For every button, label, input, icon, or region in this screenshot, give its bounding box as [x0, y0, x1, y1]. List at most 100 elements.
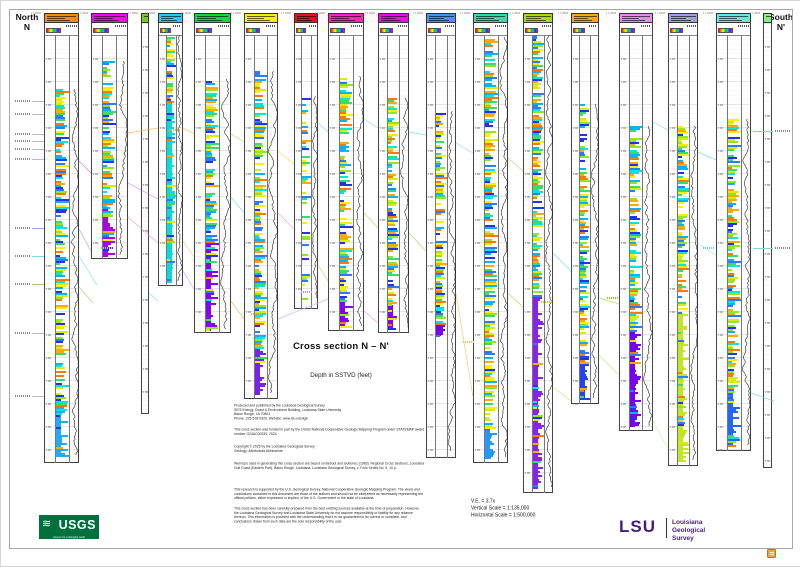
well-elevation-label — [460, 12, 470, 14]
lith-strip — [678, 378, 683, 380]
lith-strip — [206, 87, 218, 89]
lith-strip — [485, 425, 492, 427]
depth-label — [474, 288, 480, 290]
lith-strip — [388, 188, 396, 190]
lith-strip — [728, 265, 740, 267]
lith-strip — [388, 236, 398, 238]
lith-strip — [678, 194, 682, 196]
lith-strip — [533, 295, 542, 297]
correlation-line — [78, 160, 92, 174]
lith-strip — [533, 121, 539, 123]
lith-strip — [485, 361, 494, 363]
lith-strip — [103, 253, 115, 255]
lith-strip — [340, 252, 346, 254]
well-track-7 — [281, 12, 318, 309]
lith-strip — [580, 370, 587, 372]
lith-strip — [302, 202, 307, 204]
depth-label — [245, 380, 251, 382]
usgs-tagline: science for a changing world — [39, 536, 99, 539]
lith-strip — [485, 393, 492, 395]
lith-strip — [206, 275, 218, 277]
lith-strip — [580, 244, 583, 246]
depth-label — [295, 173, 301, 175]
lith-strip — [678, 128, 685, 130]
lith-strip — [56, 235, 68, 237]
formation-top-label — [15, 140, 31, 142]
lith-strip — [728, 303, 735, 305]
depth-label — [669, 58, 675, 60]
color-scale-bar — [475, 28, 490, 33]
lith-strip — [340, 306, 353, 308]
lith-strip — [167, 263, 173, 265]
lith-strip — [340, 268, 346, 270]
depth-label — [379, 173, 385, 175]
lith-strip — [630, 128, 640, 130]
color-scale-bar — [160, 28, 171, 33]
lith-strip — [533, 355, 537, 357]
lith-strip — [630, 408, 636, 410]
lith-strip — [56, 383, 62, 385]
lith-strip — [580, 380, 585, 382]
lith-strip — [340, 202, 350, 204]
lith-strip — [388, 142, 391, 144]
lith-strip — [436, 283, 442, 285]
lith-strip — [485, 191, 492, 193]
lith-strip — [255, 307, 266, 309]
depth-label — [45, 426, 51, 428]
lith-strip — [436, 321, 443, 323]
depth-label — [295, 81, 301, 83]
lith-strip — [485, 65, 496, 67]
depth-label — [474, 58, 480, 60]
depth-label — [764, 207, 770, 209]
lith-strip — [728, 371, 734, 373]
lith-strip — [630, 420, 635, 422]
well-elevation-label — [128, 12, 138, 14]
lith-strip — [103, 199, 115, 201]
lith-strip — [103, 161, 114, 163]
lith-strip — [728, 215, 732, 217]
lith-strip — [340, 292, 350, 294]
lith-strip — [485, 357, 493, 359]
depth-label — [474, 380, 480, 382]
lith-strip — [533, 147, 539, 149]
lith-strip — [580, 398, 590, 400]
lith-strip — [255, 295, 261, 297]
lith-strip — [533, 443, 539, 445]
lith-strip — [167, 89, 173, 91]
lith-strip — [580, 148, 588, 150]
alert-icon[interactable] — [767, 549, 776, 558]
lith-strip — [340, 106, 348, 108]
depth-label — [142, 161, 148, 163]
well-header-text — [296, 19, 313, 21]
lith-strip — [56, 261, 65, 263]
lith-strip — [533, 399, 540, 401]
lith-strip — [485, 321, 495, 323]
formation-top-leader — [32, 114, 44, 115]
lith-strip — [56, 365, 62, 367]
well-header — [619, 13, 653, 23]
lith-strip — [630, 362, 641, 364]
lith-strip — [340, 124, 352, 126]
lith-strip — [533, 317, 538, 319]
lith-strip — [485, 403, 493, 405]
lith-strip — [255, 255, 267, 257]
lith-strip — [580, 364, 589, 366]
lith-strip — [728, 201, 732, 203]
depth-label — [572, 380, 578, 382]
lith-strip — [302, 148, 309, 150]
well-header — [244, 13, 278, 23]
lith-strip — [103, 215, 113, 217]
depth-label — [764, 69, 770, 71]
lith-strip — [206, 81, 212, 83]
depth-label — [764, 230, 770, 232]
correlation-line — [652, 121, 669, 131]
lith-strip — [630, 282, 638, 284]
log-scale-row — [245, 23, 277, 36]
lith-strip — [533, 265, 540, 267]
well-header-text — [718, 19, 743, 21]
formation-top-label — [15, 100, 31, 102]
lith-strip — [167, 91, 172, 93]
lith-strip — [630, 338, 635, 340]
lith-strip — [485, 101, 497, 103]
log-curve — [268, 70, 278, 394]
